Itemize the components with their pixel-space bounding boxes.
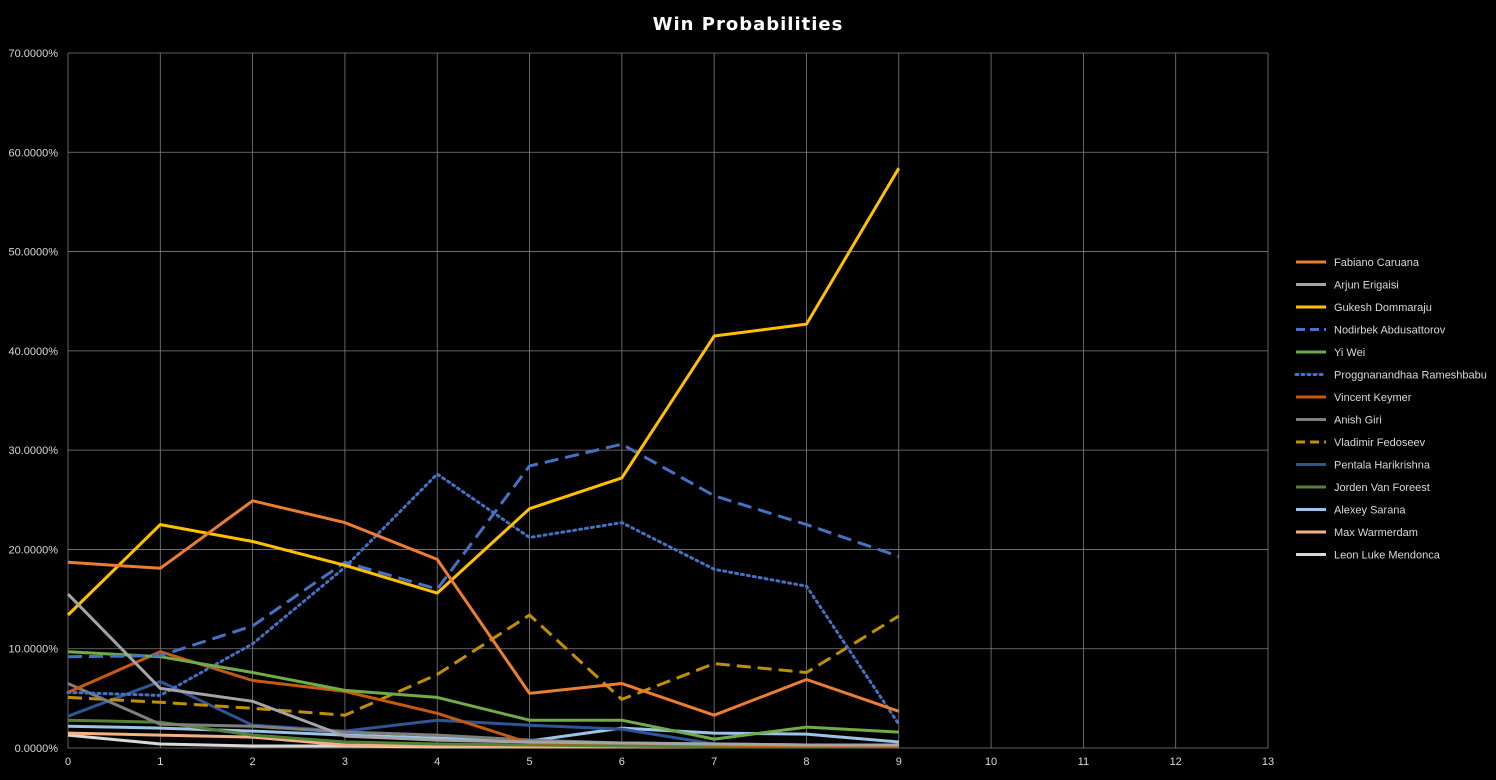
x-tick-label: 11 [1078,756,1089,768]
x-tick-label: 3 [342,756,348,768]
legend-entry-1: Arjun Erigaisi [1334,280,1399,292]
legend-entry-9: Pentala Harikrishna [1334,460,1431,472]
x-axis-ticks: 0 1 2 3 4 5 6 7 8 9 10 11 12 13 [65,756,1274,768]
y-tick-label: 60.0000% [8,147,58,159]
legend-entry-2: Gukesh Dommaraju [1334,302,1432,314]
series-line-8 [67,613,900,717]
y-tick-label: 40.0000% [8,346,58,358]
series-line-0 [67,499,900,717]
series-line-2 [66,167,901,617]
x-tick-label: 4 [434,756,440,768]
y-tick-label: 30.0000% [8,445,58,457]
x-tick-label: 9 [896,756,902,768]
legend-entry-8: Vladimir Fedoseev [1334,437,1426,449]
x-tick-label: 6 [619,756,625,768]
legend-entry-12: Max Warmerdam [1334,527,1418,539]
y-tick-label: 50.0000% [8,247,58,259]
x-tick-label: 8 [803,756,809,768]
series-line-4 [67,650,899,741]
x-tick-label: 12 [1170,756,1182,768]
x-tick-label: 10 [985,756,997,768]
legend-entry-7: Anish Giri [1334,415,1382,427]
y-tick-label: 10.0000% [8,644,58,656]
legend-entry-11: Alexey Sarana [1334,505,1406,517]
y-axis-ticks: 0.0000% 10.0000% 20.0000% 30.0000% 40.0000% 5… [8,48,58,755]
x-tick-label: 5 [526,756,532,768]
gridlines [67,52,1269,749]
legend-entry-3: Nodirbek Abdusattorov [1334,325,1446,337]
series-line-3 [67,442,900,659]
legend-entry-13: Leon Luke Mendonca [1334,550,1441,562]
y-tick-label: 70.0000% [8,48,58,60]
x-tick-label: 2 [250,756,256,768]
x-tick-label: 7 [711,756,717,768]
series-lines [66,167,901,749]
y-tick-label: 0.0000% [15,743,59,755]
legend-entry-0: Fabiano Caruana [1334,257,1420,269]
x-tick-label: 1 [157,756,163,768]
series-line-5 [66,472,901,726]
x-tick-label: 0 [65,756,71,768]
legend-entry-10: Jorden Van Foreest [1334,482,1430,494]
legend: Fabiano Caruana Arjun Erigaisi Gukesh Domm… [1294,257,1487,562]
legend-entry-5: Proggnanandhaa Rameshbabu [1334,370,1487,382]
legend-entry-6: Vincent Keymer [1334,392,1412,404]
x-tick-label: 13 [1262,756,1274,768]
y-tick-label: 20.0000% [8,544,58,556]
series-line-1 [66,593,899,747]
legend-entry-4: Yi Wei [1334,347,1365,359]
chart-title: Win Probabilities [653,14,844,35]
